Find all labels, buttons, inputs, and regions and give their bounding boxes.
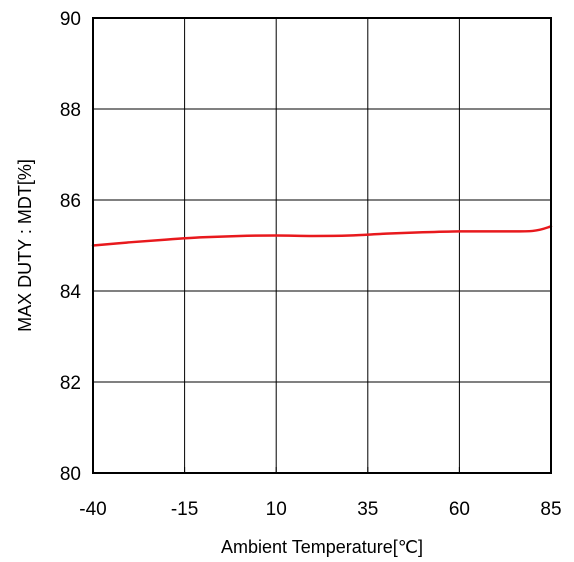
y-tick-label: 80: [60, 464, 81, 485]
x-tick-label: 10: [266, 499, 287, 520]
plot-frame: [92, 17, 552, 474]
y-tick-label: 84: [60, 282, 82, 303]
y-tick-label: 82: [60, 373, 81, 394]
x-tick-label: 35: [357, 499, 378, 520]
series-line: [91, 225, 553, 247]
x-tick-label: -40: [79, 499, 106, 520]
y-tick-label: 86: [60, 191, 81, 212]
x-axis-ticks: -40 -15 10 35 60 85: [79, 467, 562, 520]
x-tick-label: 60: [449, 499, 470, 520]
series-layer: [91, 225, 553, 247]
y-tick-label: 90: [60, 9, 81, 30]
x-tick-label: -15: [171, 499, 198, 520]
x-tick-label: 85: [540, 499, 561, 520]
y-axis-label: MAX DUTY : MDT[%]: [15, 159, 35, 332]
y-tick-label: 88: [60, 100, 81, 121]
grid: [93, 18, 551, 473]
x-axis-label: Ambient Temperature[℃]: [221, 537, 423, 557]
y-axis-ticks: 80 82 84 86 88 90: [60, 9, 99, 485]
